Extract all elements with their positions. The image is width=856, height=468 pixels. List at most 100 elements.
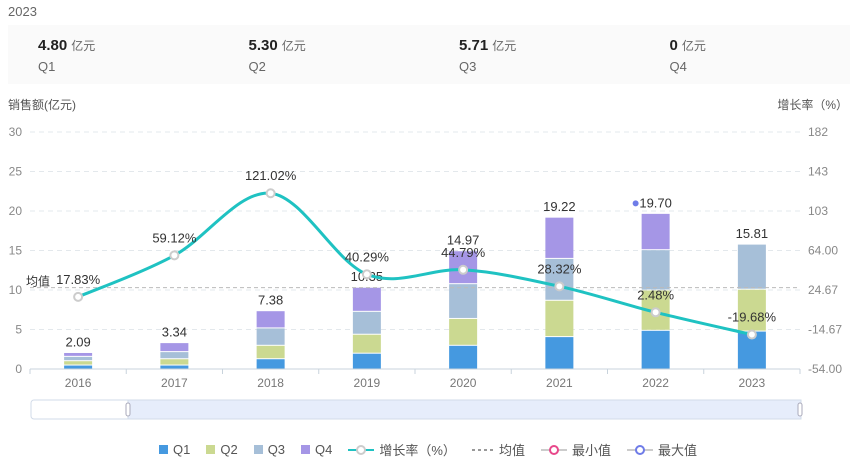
y-axis-title: 销售额(亿元) — [8, 98, 76, 112]
bar-q3 — [737, 244, 766, 289]
legend-label: Q2 — [220, 442, 238, 457]
stat-value: 4.80 — [38, 37, 68, 54]
total-label: 19.22 — [543, 199, 576, 214]
bar-q2 — [449, 318, 478, 345]
average-label: 均值 — [26, 274, 50, 289]
legend-growth[interactable]: 增长率（%） — [348, 440, 456, 459]
year-title: 2023 — [8, 4, 37, 19]
bar-q1 — [641, 330, 670, 369]
y2-tick-label: 143 — [808, 165, 828, 179]
growth-line — [77, 191, 753, 336]
y-tick-label: 30 — [9, 125, 23, 139]
legend-average[interactable]: 均值 — [471, 440, 525, 459]
bar-q1 — [160, 365, 189, 369]
growth-label: 40.29% — [345, 249, 390, 264]
growth-label: 2.48% — [637, 287, 674, 302]
max-marker — [632, 200, 639, 207]
x-tick-label: 2020 — [450, 376, 477, 390]
x-tick-label: 2016 — [65, 376, 92, 390]
x-tick-label: 2019 — [354, 376, 381, 390]
legend-label: 最小值 — [571, 443, 611, 458]
total-label: 15.81 — [736, 226, 769, 241]
y-tick-label: 20 — [9, 204, 23, 218]
x-tick-label: 2017 — [161, 376, 188, 390]
stat-value: 5.71 — [459, 37, 489, 54]
zoom-handle-left[interactable] — [125, 402, 131, 417]
max-marker-icon — [626, 444, 653, 455]
x-tick-label: 2022 — [642, 376, 669, 390]
legend-swatch — [206, 445, 216, 454]
bar-q1 — [449, 345, 478, 369]
bar-q2 — [160, 359, 189, 365]
y2-tick-label: -54.00 — [808, 362, 842, 376]
bar-q2 — [737, 289, 766, 331]
bar-q2 — [64, 361, 93, 365]
legend-q2[interactable]: Q2 — [206, 442, 238, 457]
growth-label: 121.02% — [245, 168, 297, 183]
bar-q3 — [160, 352, 189, 359]
bar-q4 — [545, 217, 574, 258]
stat-label: Q3 — [459, 59, 477, 74]
bar-q4 — [352, 287, 381, 311]
stat-label: Q1 — [38, 59, 56, 74]
legend-label: Q4 — [315, 442, 333, 457]
bar-q3 — [352, 311, 381, 334]
growth-point — [73, 291, 84, 302]
bar-q2 — [256, 345, 285, 359]
total-label: 2.09 — [65, 334, 90, 349]
bar-q1 — [352, 353, 381, 369]
bar-q1 — [545, 337, 574, 369]
dashed-line-icon — [471, 448, 494, 451]
legend-max[interactable]: 最大值 — [626, 440, 697, 459]
y-tick-label: 0 — [15, 362, 22, 376]
stat-label: Q2 — [248, 59, 266, 74]
y2-tick-label: 182 — [808, 125, 828, 139]
legend-label: 最大值 — [657, 443, 697, 458]
y2-axis-title: 增长率（%） — [777, 98, 848, 112]
growth-point — [746, 329, 757, 340]
total-label: 3.34 — [162, 325, 187, 340]
total-label: 7.38 — [258, 293, 283, 308]
bar-q4 — [160, 343, 189, 352]
legend-q3[interactable]: Q3 — [253, 442, 285, 457]
growth-point — [361, 269, 372, 280]
stat-unit: 亿元 — [71, 39, 96, 53]
y2-tick-label: 103 — [808, 204, 828, 218]
stat-unit: 亿元 — [281, 39, 306, 53]
legend-swatch — [301, 445, 311, 454]
bar-q1 — [64, 365, 93, 369]
legend-label: Q1 — [173, 442, 191, 457]
chart-canvas: 0 -54.00 5 -14.67 10 24.67 15 64.00 20 103 25 143 30… — [9, 125, 842, 420]
growth-label: 44.79% — [441, 245, 486, 260]
y-tick-label: 25 — [9, 165, 23, 179]
growth-point — [169, 250, 180, 261]
y2-tick-label: 64.00 — [808, 244, 838, 258]
legend-swatch — [253, 445, 263, 454]
zoom-handle-right[interactable] — [797, 402, 803, 417]
total-label: 19.70 — [639, 195, 672, 210]
legend-q4[interactable]: Q4 — [301, 442, 332, 457]
bar-q2 — [352, 334, 381, 353]
growth-point — [554, 281, 565, 292]
total-label: 14.97 — [447, 233, 480, 248]
y-tick-label: 5 — [15, 323, 22, 337]
stat-q2: 5.30 亿元 Q2 — [219, 25, 430, 84]
legend: Q1 Q2 Q3 Q4 增长率（%） 均值 最小值 最大值 — [0, 440, 856, 459]
min-marker-icon — [540, 444, 567, 455]
bar-q4 — [64, 352, 93, 356]
stat-q3: 5.71 亿元 Q3 — [429, 25, 640, 84]
y2-tick-label: -14.67 — [808, 323, 842, 337]
y2-tick-label: 24.67 — [808, 283, 838, 297]
bar-q3 — [545, 258, 574, 300]
growth-label: 17.83% — [56, 272, 101, 287]
legend-min[interactable]: 最小值 — [540, 440, 611, 459]
bar-q4 — [256, 311, 285, 328]
line-circle-icon — [348, 444, 375, 455]
growth-point — [458, 264, 469, 275]
x-tick-label: 2021 — [546, 376, 573, 390]
growth-label: 28.32% — [537, 261, 582, 276]
legend-q1[interactable]: Q1 — [159, 442, 190, 457]
stat-q4: 0 亿元 Q4 — [640, 25, 851, 84]
x-tick-label: 2018 — [257, 376, 284, 390]
y-tick-label: 10 — [9, 283, 23, 297]
